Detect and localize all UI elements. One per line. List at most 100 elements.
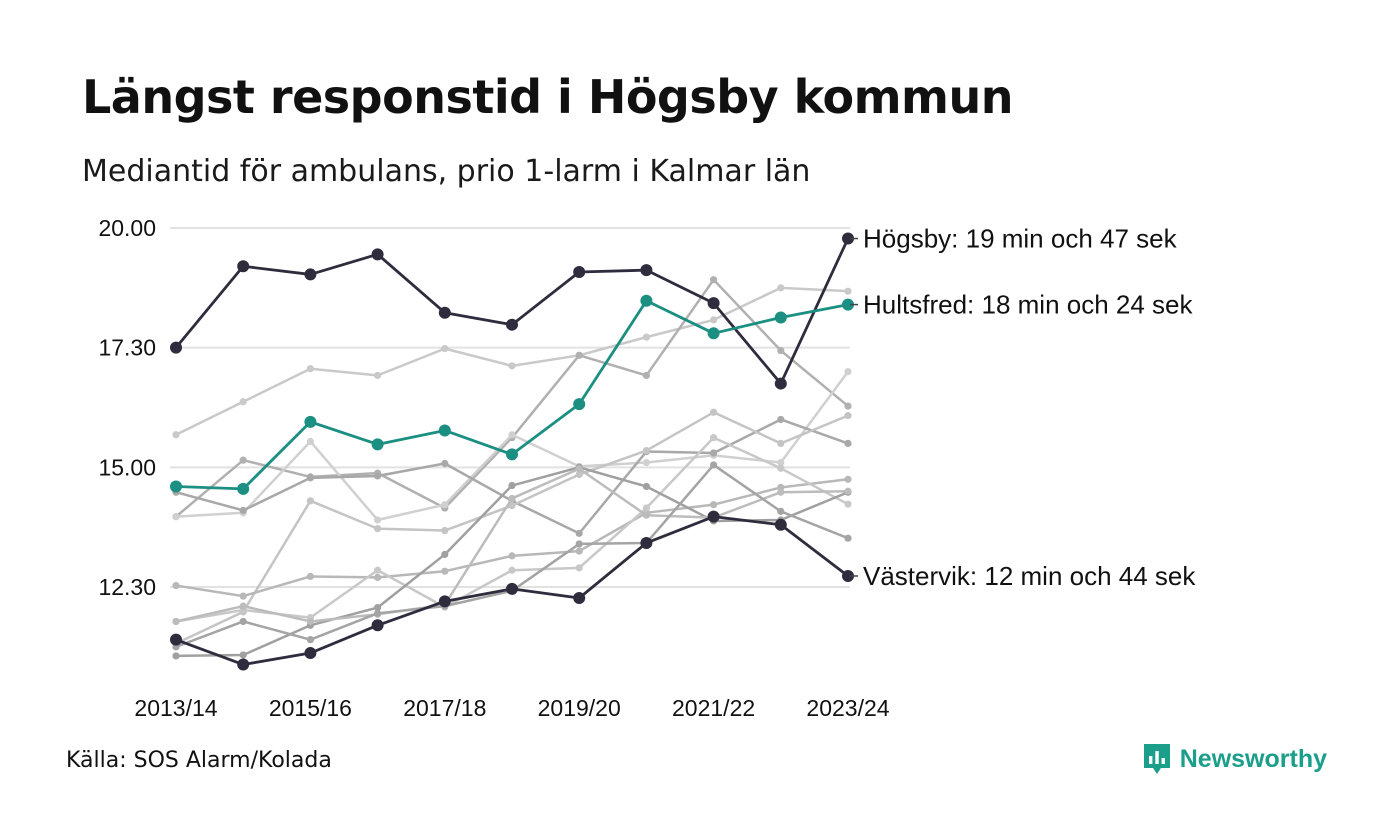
highlight-series [170,232,854,671]
gridlines [170,227,850,588]
series-v-stervik [170,510,854,671]
data-point [239,398,247,406]
data-point [844,287,852,295]
data-point [371,438,384,451]
data-point [707,510,720,523]
data-point [508,481,516,490]
background-series-line [172,408,852,648]
data-point [306,437,314,446]
data-point [237,658,250,671]
data-point [710,501,718,509]
data-point [304,415,317,428]
data-point [640,264,653,277]
data-point [438,306,451,319]
data-point [844,534,852,542]
data-point [575,470,583,479]
newsworthy-logo-icon [1143,744,1170,774]
data-point [575,540,583,548]
data-point [573,266,586,279]
data-point [640,536,653,549]
x-tick-label: 2013/14 [134,695,217,721]
data-point [374,603,382,612]
data-point [710,434,718,442]
data-point [172,617,180,626]
data-point [707,297,720,310]
data-point [441,345,449,353]
data-point [441,550,449,559]
data-point [374,573,382,582]
data-point [172,513,180,521]
y-axis: 12.30 15.00 17.30 20.00 [98,215,156,600]
data-point [170,341,182,354]
data-point [844,487,852,495]
data-point [441,526,449,535]
data-point [508,502,516,510]
data-point [774,377,787,390]
data-point [371,248,384,261]
data-point [710,449,718,457]
data-point [710,276,718,284]
data-point [506,448,518,461]
data-point [374,525,382,533]
data-point [374,371,382,380]
data-point [239,592,247,600]
series-h-gsby [170,232,854,390]
data-point [306,497,314,505]
background-series-line [172,284,852,439]
data-point [777,346,785,355]
brand-name: Newsworthy [1179,744,1327,773]
data-point [304,647,317,660]
data-point [508,552,516,560]
series-line [175,286,849,436]
x-tick-label: 2015/16 [269,695,352,721]
data-point [575,351,583,359]
data-point [575,529,583,537]
data-point [374,566,382,574]
data-point [237,482,250,495]
data-point [508,566,516,574]
x-axis: 2013/14 2015/16 2017/18 2019/20 2021/22 2023/… [134,695,889,721]
data-point [172,652,180,660]
data-point [508,494,516,503]
data-point [306,617,314,626]
x-tick-label: 2017/18 [403,695,486,721]
data-point [777,458,785,467]
data-point [575,465,583,473]
data-point [306,474,314,482]
data-point [777,415,785,424]
series-callouts: Högsby: 19 min och 47 sek Hultsfred: 18 m… [850,224,1196,591]
data-point [710,461,718,469]
data-point [374,516,382,524]
data-point [441,567,449,575]
data-point [441,459,449,468]
data-point [508,431,516,439]
brand-logo: Newsworthy [1142,742,1327,776]
callout-label-hultsfred: Hultsfred: 18 min och 24 sek [863,290,1193,320]
data-point [774,518,787,531]
data-point [239,602,247,610]
data-point [371,619,384,632]
data-point [172,431,180,439]
data-point [441,501,449,509]
data-point [710,316,718,324]
x-tick-label: 2019/20 [538,695,621,721]
source-note: Källa: SOS Alarm/Kolada [66,748,332,773]
data-point [642,446,651,455]
data-point [642,511,651,519]
data-point [844,412,852,420]
data-point [777,488,785,496]
data-point [306,636,314,644]
chart-title: Längst responstid i Högsby kommun [82,70,1013,124]
data-point [506,318,518,331]
data-point [575,564,583,572]
data-point [172,581,180,590]
data-point [239,617,247,626]
series-line [175,411,849,645]
data-point [642,482,651,491]
data-point [642,333,651,341]
data-point [777,439,785,447]
background-series-line [172,434,852,626]
data-point [710,408,718,416]
data-point [239,456,247,464]
data-point [374,472,382,480]
